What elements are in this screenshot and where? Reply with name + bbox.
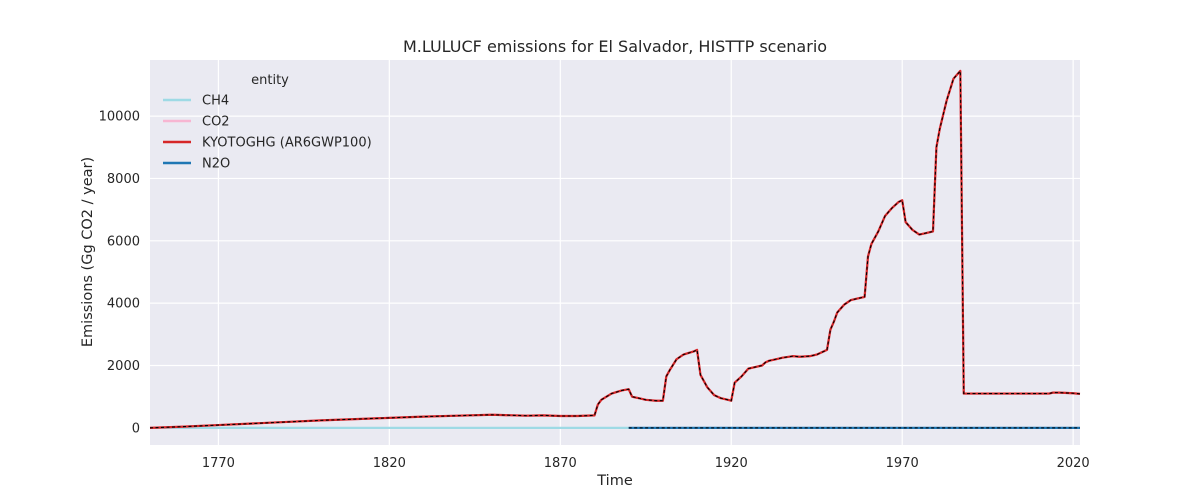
legend-label-n2o: N2O (202, 157, 230, 172)
y-tick-label: 4000 (107, 297, 140, 312)
y-tick-label: 8000 (107, 172, 140, 187)
chart-title: M.LULUCF emissions for El Salvador, HIST… (403, 37, 827, 56)
y-tick-label: 2000 (107, 359, 140, 374)
x-tick-label: 2020 (1057, 456, 1090, 471)
plot-background (150, 60, 1080, 445)
y-tick-label: 6000 (107, 234, 140, 249)
legend-title: entity (251, 73, 289, 88)
legend-entries: CH4 CO2 KYOTOGHG (AR6GWP100) N2O (163, 94, 372, 172)
x-axis-title: Time (596, 473, 633, 489)
legend: entity CH4 CO2 KYOTOGHG (AR6GWP100) N2O (163, 73, 372, 172)
x-tick-label: 1970 (886, 456, 919, 471)
x-tick-label: 1870 (544, 456, 577, 471)
ticks: 1770 1820 1870 1920 1970 2020 0 2000 4000 6000 800… (99, 110, 1090, 471)
y-tick-label: 0 (132, 421, 140, 436)
legend-label-ch4: CH4 (202, 94, 229, 109)
y-tick-label: 10000 (99, 110, 140, 125)
legend-label-kyotoghg-ar6gwp100: KYOTOGHG (AR6GWP100) (202, 136, 372, 151)
legend-label-co2: CO2 (202, 115, 230, 130)
y-axis-title: Emissions (Gg CO2 / year) (80, 157, 96, 347)
x-tick-label: 1920 (715, 456, 748, 471)
series-line-kyotoghg-ar6gwp100 (149, 69, 1081, 429)
x-tick-label: 1770 (202, 456, 235, 471)
series-group (149, 69, 1081, 429)
x-tick-label: 1820 (373, 456, 406, 471)
